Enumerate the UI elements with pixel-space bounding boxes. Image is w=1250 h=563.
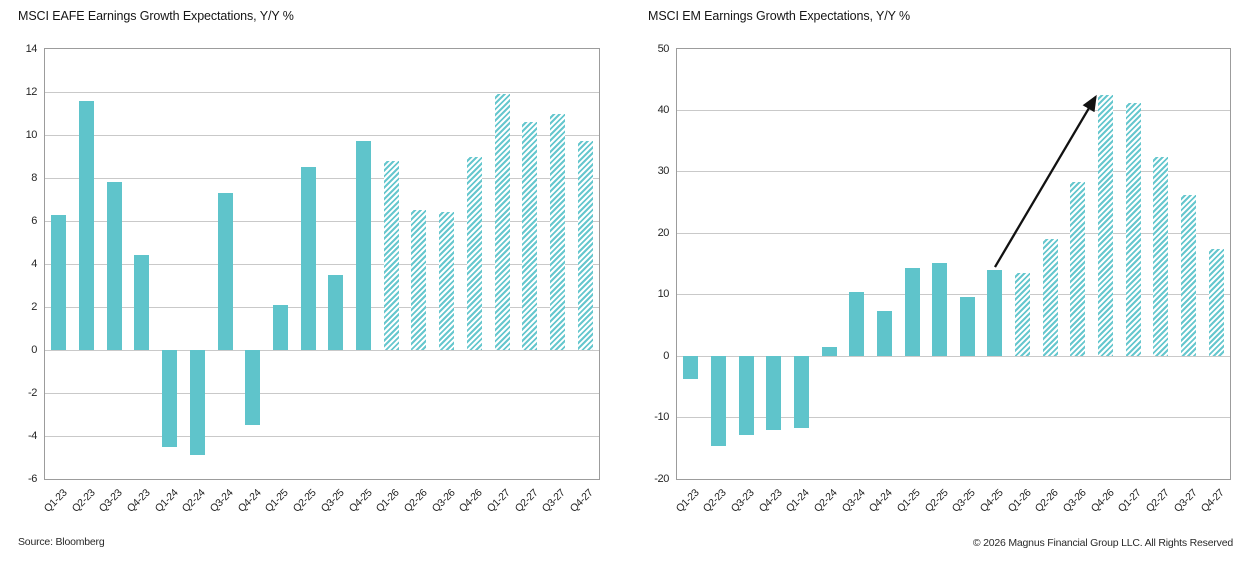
gridline [45,392,599,394]
bar-Q1-25 [272,304,288,350]
bar-Q3-23 [738,356,754,436]
bar-Q4-23 [134,255,150,350]
forecast-bar-Q4-26 [466,156,482,350]
forecast-bar-Q2-27 [1153,157,1169,357]
bar-Q3-24 [849,291,865,357]
forecast-bar-Q4-26 [1098,95,1114,357]
bar-Q1-23 [683,356,699,379]
gridline [677,109,1230,111]
eafe-plot-area: -6 -4 -2 0 2 4 6 8 10 12 14 Q1-23 Q2-23 Q3-23 Q4-23 Q1-… [26,43,600,515]
y-axis-label: -6 [28,472,37,485]
gridline [45,134,599,136]
y-axis-label: -20 [654,472,669,485]
bar-Q3-25 [959,297,975,357]
y-axis-label: 6 [31,214,37,227]
bar-Q2-23 [710,356,726,447]
forecast-bar-Q4-27 [577,141,593,350]
y-axis-label: 2 [31,300,37,313]
y-axis-label: 0 [31,343,37,356]
em-chart-title: MSCI EM Earnings Growth Expectations, Y/… [648,9,911,23]
forecast-bar-Q3-27 [1181,195,1197,357]
trend-arrow [993,94,1097,268]
gridline [45,263,599,265]
y-axis-label: -4 [28,429,37,442]
bar-Q1-24 [162,350,178,447]
forecast-bar-Q3-26 [1070,182,1086,357]
y-axis-label: 10 [25,128,38,141]
gridline [677,232,1230,234]
bar-Q1-24 [793,356,809,428]
forecast-bar-Q1-27 [494,94,510,350]
bar-Q2-25 [300,167,316,350]
y-axis-label: 50 [657,42,670,55]
bar-Q1-25 [904,268,920,357]
y-axis-label: 12 [25,85,38,98]
bar-Q3-25 [328,274,344,350]
gridline [45,349,599,351]
gridline [45,435,599,437]
forecast-bar-Q1-26 [383,160,399,350]
y-axis-label: 30 [657,165,670,178]
bar-Q2-23 [79,100,95,350]
bar-Q4-24 [876,310,892,357]
gridline [677,171,1230,173]
bar-Q1-23 [51,214,67,350]
em-plot-area: -20 -10 0 10 20 30 40 50 Q1-23 Q2-23 Q3-23 Q4-23 Q1-… [654,43,1231,515]
forecast-bar-Q2-26 [411,210,427,350]
y-axis-label: 14 [25,42,38,55]
gridline [45,306,599,308]
y-axis-label: 8 [31,171,37,184]
copyright-notice: © 2026 Magnus Financial Group LLC. All R… [972,537,1233,549]
bar-Q3-23 [106,182,122,350]
gridline [677,355,1230,357]
eafe-chart-title: MSCI EAFE Earnings Growth Expectations, … [18,9,294,23]
bar-Q4-24 [245,350,261,426]
bar-Q4-25 [987,270,1003,357]
forecast-bar-Q3-27 [549,113,565,350]
y-axis-label: -2 [28,386,37,399]
bar-Q4-23 [766,356,782,431]
forecast-bar-Q3-26 [439,212,455,350]
y-axis-label: 10 [657,288,670,301]
gridline [45,220,599,222]
gridline [677,417,1230,419]
y-axis-label: 40 [657,103,670,116]
bar-Q2-24 [821,346,837,357]
forecast-bar-Q1-27 [1125,103,1141,357]
source-attribution: Source: Bloomberg [18,536,105,548]
y-axis-label: 0 [663,349,669,362]
y-axis-label: -10 [654,411,669,424]
y-axis-label: 20 [657,226,670,239]
forecast-bar-Q2-27 [522,122,538,350]
forecast-bar-Q1-26 [1015,273,1031,357]
bar-Q2-25 [932,263,948,357]
gridline [677,294,1230,296]
y-axis-label: 4 [31,257,37,270]
bar-Q2-24 [189,350,205,456]
bar-Q3-24 [217,193,233,350]
gridline [45,91,599,93]
gridline [45,177,599,179]
forecast-bar-Q4-27 [1208,248,1224,357]
forecast-bar-Q2-26 [1042,238,1058,357]
bar-Q4-25 [356,141,372,350]
